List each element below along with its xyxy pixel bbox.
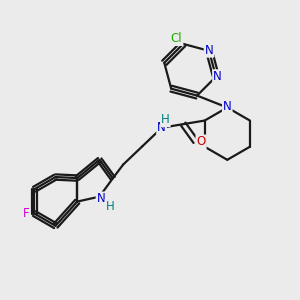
Text: H: H — [106, 200, 114, 213]
Text: H: H — [161, 113, 170, 126]
Text: N: N — [97, 193, 105, 206]
Text: N: N — [223, 100, 232, 112]
Text: Cl: Cl — [171, 32, 182, 45]
Text: N: N — [213, 70, 222, 83]
Text: F: F — [23, 206, 29, 220]
Text: O: O — [196, 136, 206, 148]
Text: N: N — [157, 121, 166, 134]
Text: N: N — [205, 44, 213, 57]
